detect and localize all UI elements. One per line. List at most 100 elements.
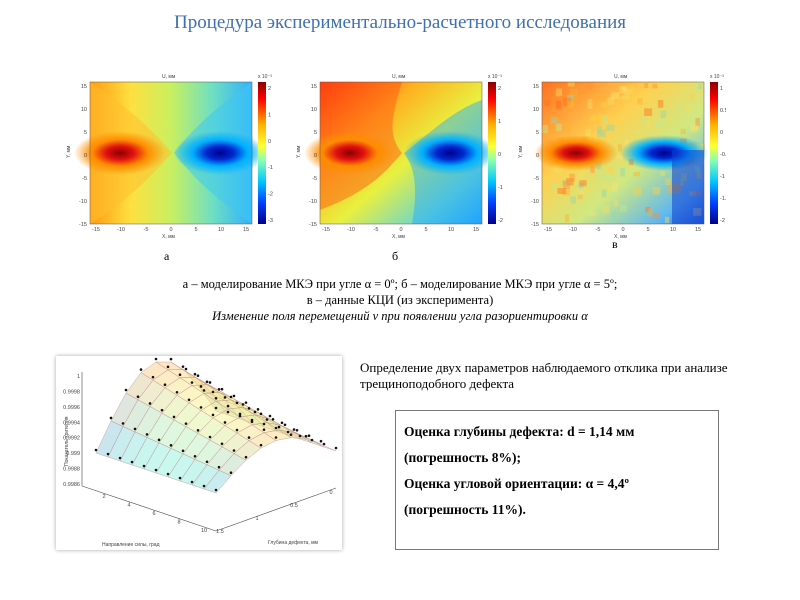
x-tick-label: 0 — [169, 227, 172, 233]
y-tick-label: -10 — [79, 199, 87, 205]
x-tick-label: 5 — [646, 227, 649, 233]
x-tick-label: 15 — [473, 227, 479, 233]
colorbar-tick-label: 1 — [498, 119, 501, 125]
y-axis-label: Глубина дефекта, мм — [268, 540, 319, 546]
x-axis-label: X, мм — [162, 234, 176, 240]
y-tick-label: 10 — [311, 107, 317, 113]
colorbar-tick-label: 1 — [268, 112, 271, 118]
y-tick-label: 0 — [314, 153, 317, 159]
y-axis-label: Y, мм — [518, 145, 524, 158]
y-tick-label: -10 — [531, 199, 539, 205]
y-tick-label: 5 — [536, 130, 539, 136]
field-panel-a: U, мм x 10⁻³ X, мм Y, мм 15 10 5 0 -5 -10 -15-… — [62, 70, 274, 242]
colorbar-tick-label: 0 — [268, 139, 271, 145]
y-tick-label: 15 — [311, 84, 317, 90]
colorbar-tick-label: 0.5 — [720, 108, 726, 114]
y-tick-label: -5 — [82, 176, 87, 182]
figure-caption: а – моделирование МКЭ при угле α = 0º; б… — [0, 276, 800, 324]
scale-label: x 10⁻³ — [710, 74, 724, 80]
colorbar-tick-label: 2 — [498, 86, 501, 92]
y-tick-label: -15 — [531, 222, 539, 228]
x-tick-label: 10 — [218, 227, 224, 233]
x-tick-label: 5 — [424, 227, 427, 233]
colorbar-tick-label: -2 — [268, 192, 273, 198]
angle-error: (погрешность 11%). — [404, 502, 526, 517]
x-tick-label: 8 — [177, 520, 180, 526]
field-plot-c: U, мм x 10⁻³ X, мм Y, мм 151050-5-10-15-… — [518, 74, 729, 240]
x-axis-label: X, мм — [614, 234, 628, 240]
x-tick-label: 10 — [670, 227, 676, 233]
colorbar-tick-label: -0.5 — [720, 152, 726, 158]
scale-label: x 10⁻³ — [258, 74, 272, 80]
colorbar-tick-label: -1 — [720, 174, 725, 180]
panel-letter-a: а — [164, 249, 170, 263]
y-tick-label: 10 — [81, 107, 87, 113]
scale-label: x 10⁻³ — [488, 74, 502, 80]
colorbar-tick-label: 1 — [720, 86, 723, 92]
y-tick-label: 1 — [255, 516, 258, 522]
z-tick-label: 0.9994 — [63, 420, 80, 426]
x-tick-label: 15 — [695, 227, 701, 233]
z-tick-label: 0.9996 — [63, 405, 80, 411]
x-tick-label: 10 — [448, 227, 454, 233]
x-tick-label: -5 — [596, 227, 601, 233]
colorbar-tick-label: -1 — [498, 185, 503, 191]
angle-estimate: Оценка угловой ориентации: α = 4,4º — [404, 476, 629, 491]
x-tick-label: -10 — [569, 227, 577, 233]
x-axis-label: Направление силы, град — [102, 542, 160, 548]
y-tick-label: -5 — [312, 176, 317, 182]
x-tick-label: 0 — [621, 227, 624, 233]
colorbar-tick-label: -2 — [498, 218, 503, 224]
x-tick-label: 0 — [399, 227, 402, 233]
y-tick-label: -15 — [79, 222, 87, 228]
y-axis-label: Y, мм — [296, 145, 302, 158]
colorbar-tick-label: -2 — [720, 218, 725, 224]
z-tick-label: 0.9986 — [63, 482, 80, 488]
x-tick-label: 15 — [243, 227, 249, 233]
y-axis-label: Y, мм — [66, 145, 72, 158]
y-tick-label: 10 — [533, 107, 539, 113]
x-axis-label: X, мм — [392, 234, 406, 240]
caption-line-3: Изменение поля перемещений v при появлен… — [212, 309, 588, 323]
depth-error: (погрешность 8%); — [404, 450, 521, 465]
x-tick-label: 2 — [102, 494, 105, 500]
caption-line-2: в – данные КЦИ (из эксперимента) — [306, 293, 494, 307]
x-tick-label: 5 — [194, 227, 197, 233]
x-tick-label: -15 — [322, 227, 330, 233]
colorbar-tick-label: -1 — [268, 165, 273, 171]
y-tick-label: 0 — [84, 153, 87, 159]
x-tick-label: -15 — [92, 227, 100, 233]
y-tick-label: -15 — [309, 222, 317, 228]
field-panel-c: U, мм x 10⁻³ X, мм Y, мм 15 10 5 0 -5 -10 -15-… — [514, 70, 729, 242]
z-tick-label: 1 — [77, 374, 80, 380]
field-plot-a: U, мм x 10⁻³ X, мм Y, мм 151050-5-10-15-… — [66, 74, 273, 240]
x-tick-label: -15 — [544, 227, 552, 233]
x-tick-label: -5 — [374, 227, 379, 233]
caption-line-1: а – моделирование МКЭ при угле α = 0º; б… — [182, 277, 618, 291]
depth-estimate: Оценка глубины дефекта: d = 1,14 мм — [404, 424, 635, 439]
response-surface-plot: 1 0.9998 0.9996 0.9994 0.9992 0.999 0.9988 0.99… — [56, 356, 342, 550]
description-text: Определение двух параметров наблюдаемого… — [360, 360, 728, 391]
x-tick-label: -10 — [347, 227, 355, 233]
top-label: U, мм — [392, 74, 406, 80]
x-tick-label: 10 — [201, 528, 207, 534]
y-tick-label: 5 — [84, 130, 87, 136]
y-tick-label: 5 — [314, 130, 317, 136]
colorbar-tick-label: 2 — [268, 86, 271, 92]
top-label: U, мм — [162, 74, 176, 80]
colorbar-tick-label: 0 — [720, 130, 723, 136]
y-tick-label: -5 — [534, 176, 539, 182]
z-tick-label: 0.9998 — [63, 389, 80, 395]
panel-letter-c: в — [612, 237, 618, 251]
field-plot-b: U, мм x 10⁻³ X, мм Y, мм 151050-5-10-15-… — [296, 74, 503, 240]
x-tick-label: -5 — [144, 227, 149, 233]
colorbar-tick-label: 0 — [498, 152, 501, 158]
colorbar-tick-label: -1.5 — [720, 196, 726, 202]
y-tick-label: 0 — [329, 490, 332, 496]
panel-letter-b: б — [392, 249, 399, 263]
colorbar-tick-label: -3 — [268, 218, 273, 224]
z-axis-label: Показатель-критерия — [64, 416, 70, 466]
y-tick-label: 15 — [81, 84, 87, 90]
y-tick-label: 1.5 — [216, 529, 224, 535]
field-panel-b: U, мм x 10⁻³ X, мм Y, мм 15 10 5 0 -5 -10 -15-… — [292, 70, 504, 242]
